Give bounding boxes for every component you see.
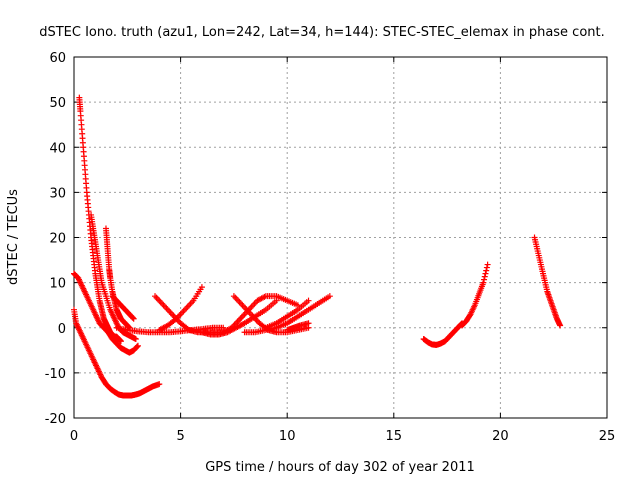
series-13 — [262, 297, 312, 331]
series-0 — [76, 94, 124, 345]
y-tick-label: 30 — [49, 186, 66, 201]
data-point — [198, 284, 205, 291]
data-point — [480, 279, 487, 286]
grid-lines — [74, 57, 607, 418]
y-tick-label: 20 — [49, 232, 66, 247]
series-5 — [109, 293, 137, 322]
data-point — [134, 343, 141, 350]
data-point — [156, 381, 163, 388]
x-tick-label: 20 — [492, 429, 509, 444]
x-axis-label: GPS time / hours of day 302 of year 2011 — [205, 460, 475, 475]
series-3 — [71, 270, 141, 356]
data-point — [482, 270, 489, 277]
data-point — [305, 297, 312, 304]
series-17 — [531, 234, 564, 329]
series-14 — [284, 320, 312, 334]
y-axis-label: dSTEC / TECUs — [6, 189, 21, 285]
axis-ticks: 0 5 10 15 20 25 -20 -10 0 10 20 30 40 50 60 — [45, 51, 616, 444]
x-tick-label: 25 — [599, 429, 616, 444]
x-tick-label: 10 — [279, 429, 296, 444]
data-point — [130, 315, 137, 322]
data-points — [71, 94, 564, 399]
data-point — [481, 273, 488, 280]
y-tick-label: 40 — [49, 141, 66, 156]
series-8 — [156, 284, 205, 334]
series-4 — [71, 306, 163, 399]
data-point — [117, 338, 124, 345]
series-1 — [88, 211, 139, 343]
x-tick-label: 15 — [386, 429, 403, 444]
data-point — [483, 267, 490, 274]
data-point — [132, 336, 139, 343]
data-point — [484, 261, 491, 268]
data-point — [557, 322, 564, 329]
data-point — [483, 264, 490, 271]
data-point — [481, 276, 488, 283]
data-point — [305, 320, 312, 327]
series-10 — [220, 293, 301, 336]
y-tick-label: 60 — [49, 51, 66, 66]
data-point — [134, 342, 141, 349]
series-16 — [459, 261, 491, 329]
y-tick-label: 50 — [49, 96, 66, 111]
x-tick-label: 0 — [70, 429, 78, 444]
x-tick-label: 5 — [176, 429, 184, 444]
series-6 — [113, 324, 227, 336]
y-tick-label: 0 — [58, 322, 66, 337]
data-point — [129, 314, 136, 321]
chart-title: dSTEC Iono. truth (azu1, Lon=242, Lat=34… — [39, 25, 605, 40]
y-tick-label: -20 — [45, 412, 66, 427]
series-15 — [420, 320, 466, 348]
y-tick-label: -10 — [45, 367, 66, 382]
y-tick-label: 10 — [49, 277, 66, 292]
data-point — [326, 293, 333, 300]
